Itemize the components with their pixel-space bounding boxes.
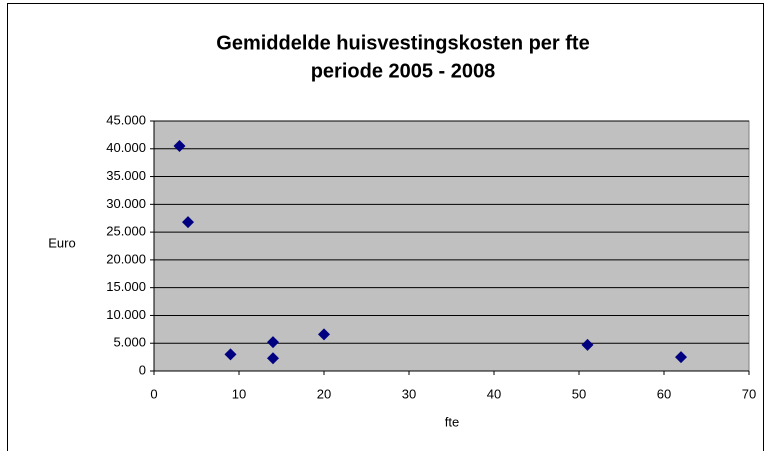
x-axis-label: fte [445,414,459,429]
x-tick-label: 30 [402,386,416,401]
point [173,140,186,152]
x-tick-label: 10 [232,386,246,401]
y-tick-label: 5.000 [113,335,146,350]
y-tick-label: 10.000 [106,307,146,322]
point [267,352,279,365]
x-tick-label: 70 [742,386,756,401]
x-tick-label: 60 [657,386,671,401]
y-tick-label: 0 [139,362,146,377]
x-tick-label: 0 [150,386,157,401]
y-tick-label: 40.000 [106,140,146,155]
x-tick-label: 40 [487,386,501,401]
chart-title: Gemiddelde huisvestingskosten per fte [216,32,589,54]
point [581,338,594,351]
point [318,328,330,341]
y-tick-label: 20.000 [106,251,146,266]
chart-subtitle: periode 2005 - 2008 [311,60,496,82]
y-tick-label: 15.000 [106,279,146,294]
x-tick-label: 20 [317,386,331,401]
y-tick-label: 35.000 [106,168,146,183]
y-tick-label: 25.000 [106,224,146,239]
plot-area [153,120,750,372]
point [182,216,194,229]
point [224,348,237,361]
point [675,351,687,364]
x-tick-label: 50 [572,386,586,401]
y-tick-label: 45.000 [106,112,146,127]
y-tick-label: 30.000 [106,196,146,211]
point [267,336,279,349]
y-axis-label: Euro [48,235,75,250]
